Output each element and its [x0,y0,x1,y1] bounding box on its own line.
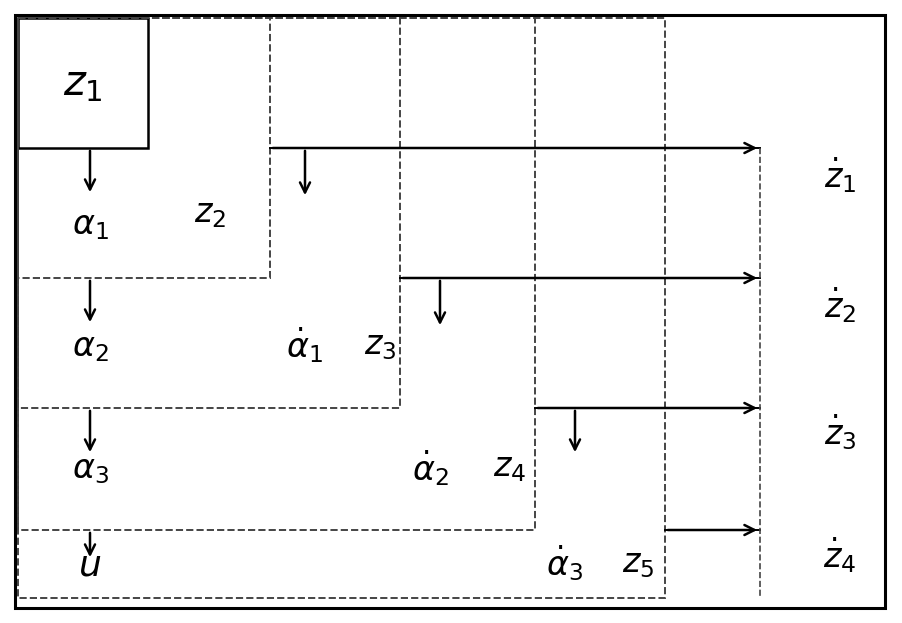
Text: $\dot{\alpha}_3$: $\dot{\alpha}_3$ [547,543,584,583]
Text: $\dot{z}_1$: $\dot{z}_1$ [824,155,856,195]
Text: $\dot{\alpha}_1$: $\dot{\alpha}_1$ [287,325,324,365]
Text: $\dot{z}_4$: $\dot{z}_4$ [824,535,857,575]
Bar [18,18,535,530]
Text: $u$: $u$ [78,548,102,582]
Bar [18,18,148,148]
Text: $\dot{\alpha}_2$: $\dot{\alpha}_2$ [411,448,448,488]
Bar [18,18,665,598]
Text: $\alpha_3$: $\alpha_3$ [71,454,108,487]
Text: $\dot{z}_3$: $\dot{z}_3$ [824,412,856,452]
Text: $\dot{z}_2$: $\dot{z}_2$ [824,285,856,325]
Text: $z_4$: $z_4$ [493,452,527,485]
Text: $\alpha_1$: $\alpha_1$ [71,209,108,242]
Text: $z_2$: $z_2$ [194,196,226,229]
Text: $z_3$: $z_3$ [364,328,396,361]
Text: $\alpha_2$: $\alpha_2$ [71,331,108,364]
Text: $z_1$: $z_1$ [63,62,103,104]
Bar [18,18,270,278]
Text: $z_5$: $z_5$ [621,546,654,579]
Bar [18,18,400,408]
